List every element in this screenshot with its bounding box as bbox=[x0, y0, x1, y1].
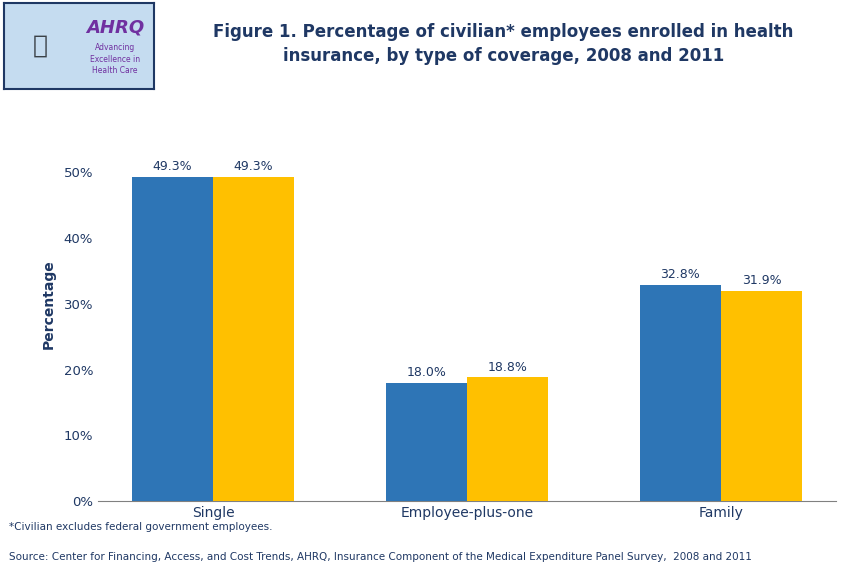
Text: Advancing
Excellence in
Health Care: Advancing Excellence in Health Care bbox=[90, 43, 140, 75]
Text: 2011: 2011 bbox=[503, 126, 538, 139]
Text: 31.9%: 31.9% bbox=[741, 274, 780, 287]
Text: 32.8%: 32.8% bbox=[659, 268, 699, 282]
Bar bbox=[247, 123, 275, 142]
Text: *Civilian excludes federal government employees.: *Civilian excludes federal government em… bbox=[9, 522, 272, 532]
Text: Figure 1. Percentage of civilian* employees enrolled in health
insurance, by typ: Figure 1. Percentage of civilian* employ… bbox=[213, 24, 792, 65]
Bar bbox=[385, 383, 467, 501]
Y-axis label: Percentage: Percentage bbox=[42, 259, 55, 348]
Text: 🦅: 🦅 bbox=[33, 34, 48, 58]
Text: 2008: 2008 bbox=[288, 126, 323, 139]
FancyBboxPatch shape bbox=[191, 118, 661, 147]
Bar bbox=[720, 291, 802, 501]
Bar bbox=[131, 177, 213, 501]
Text: Source: Center for Financing, Access, and Cost Trends, AHRQ, Insurance Component: Source: Center for Financing, Access, an… bbox=[9, 552, 751, 562]
Text: 49.3%: 49.3% bbox=[153, 160, 192, 173]
Bar bbox=[213, 177, 294, 501]
Text: 18.8%: 18.8% bbox=[487, 361, 527, 374]
Bar bbox=[467, 377, 548, 501]
Bar bbox=[462, 123, 490, 142]
Text: 18.0%: 18.0% bbox=[406, 366, 446, 379]
Text: 49.3%: 49.3% bbox=[233, 160, 273, 173]
Text: AHRQ: AHRQ bbox=[86, 18, 144, 36]
Bar bbox=[639, 286, 720, 501]
